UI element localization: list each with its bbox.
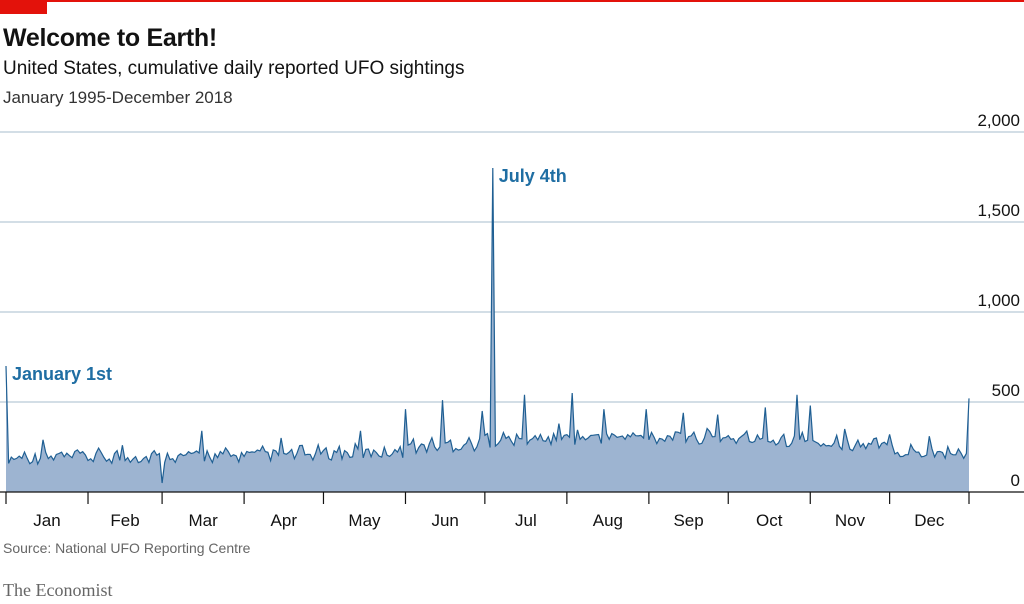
y-tick-label: 1,000 (977, 291, 1020, 310)
red-accent-tab (0, 0, 47, 14)
annotation-label: July 4th (499, 166, 567, 186)
source-note: Source: National UFO Reporting Centre (3, 540, 251, 556)
x-tick-label: Feb (110, 511, 139, 530)
x-tick-label: Dec (914, 511, 945, 530)
gridlines (0, 131, 1024, 403)
sightings-area (6, 168, 969, 492)
y-axis-labels: 0 500 1,000 1,500 2,000 (977, 111, 1020, 490)
x-tick-label: Jul (515, 511, 537, 530)
x-tick-label: Jun (431, 511, 458, 530)
x-tick-label: Apr (271, 511, 298, 530)
y-tick-label: 500 (992, 381, 1020, 400)
annotations: January 1st July 4th (12, 166, 567, 384)
top-accent-line (0, 0, 1024, 2)
x-tick-label: May (348, 511, 381, 530)
x-tick-label: Oct (756, 511, 783, 530)
publisher-logo: The Economist (3, 580, 113, 600)
chart-plot: 0 500 1,000 1,500 2,000 Jan Feb Mar Apr May Jun Ju… (0, 111, 1024, 530)
x-axis-labels: Jan Feb Mar Apr May Jun Jul Aug Sep Oct Nov Dec (33, 511, 945, 530)
x-tick-label: Jan (33, 511, 60, 530)
y-tick-label: 1,500 (977, 201, 1020, 220)
x-axis (0, 491, 1024, 504)
chart-subtitle: United States, cumulative daily reported… (3, 58, 465, 79)
chart-title: Welcome to Earth! (3, 24, 217, 52)
x-tick-label: Aug (593, 511, 623, 530)
x-tick-label: Nov (835, 511, 866, 530)
y-tick-label: 2,000 (977, 111, 1020, 130)
y-tick-label: 0 (1011, 471, 1020, 490)
x-tick-label: Sep (673, 511, 703, 530)
chart-period: January 1995-December 2018 (3, 88, 233, 107)
annotation-label: January 1st (12, 364, 112, 384)
x-tick-label: Mar (188, 511, 218, 530)
sightings-line (5, 167, 970, 484)
